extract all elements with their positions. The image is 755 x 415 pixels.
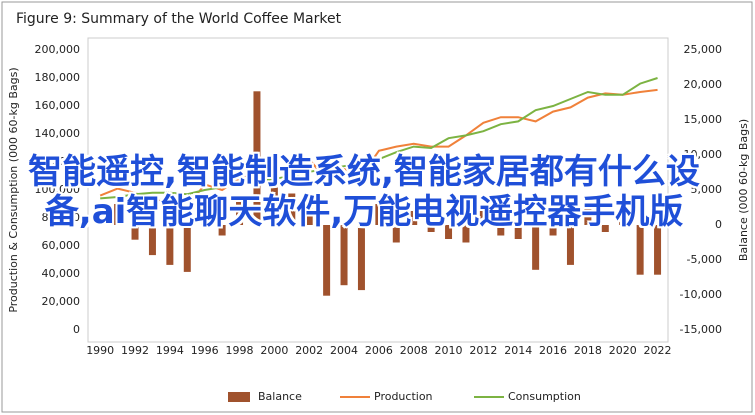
bar: [427, 225, 435, 232]
legend-swatch: [228, 392, 250, 402]
bar: [445, 225, 453, 239]
bar: [288, 193, 296, 225]
y2-tick-label: -10,000: [680, 288, 722, 301]
bar: [183, 225, 191, 272]
y-tick-label: 100,000: [35, 183, 81, 196]
x-tick-label: 1990: [86, 344, 114, 357]
y-tick-label: 180,000: [35, 71, 81, 84]
y2-tick-label: -5,000: [687, 253, 722, 266]
bar: [497, 225, 505, 236]
y2-axis-title: Balance (000 60-kg Bags): [737, 119, 750, 261]
plot-frame: [87, 37, 669, 343]
x-tick-label: 2010: [435, 344, 463, 357]
bar: [236, 200, 244, 225]
bar: [566, 225, 574, 265]
bar: [305, 207, 313, 225]
y2-tick-label: 20,000: [684, 78, 723, 91]
line: [99, 88, 658, 209]
bar: [654, 225, 662, 275]
bar: [549, 225, 557, 236]
bar: [636, 225, 644, 275]
bar: [131, 225, 139, 240]
y2-tick-label: 25,000: [684, 43, 723, 56]
y-tick-label: 60,000: [42, 239, 81, 252]
bar: [323, 225, 331, 296]
x-tick-label: 2006: [365, 344, 393, 357]
y-axis-title: Production & Consumption (000 60-kg Bags…: [7, 67, 20, 312]
overlay-text: 智能遥控,智能制造系统,智能家居都有什么设备,ai智能聊天软件,万能电视遥控器手…: [28, 152, 700, 232]
bar: [462, 225, 470, 243]
y-tick-label: 40,000: [42, 267, 81, 280]
y-tick-label: 140,000: [35, 127, 81, 140]
y-tick-label: 200,000: [35, 43, 81, 56]
x-tick-label: 2020: [609, 344, 637, 357]
bar: [218, 225, 226, 236]
x-tick-label: 2022: [644, 344, 672, 357]
x-tick-label: 1998: [226, 344, 254, 357]
bar: [270, 183, 278, 225]
y2-tick-label: 10,000: [684, 148, 723, 161]
legend-label: Production: [374, 390, 433, 403]
x-tick-label: 2018: [574, 344, 602, 357]
x-tick-label: 1994: [156, 344, 184, 357]
x-tick-label: 2014: [504, 344, 532, 357]
bar: [410, 211, 418, 225]
x-tick-label: 2000: [260, 344, 288, 357]
bar: [392, 225, 400, 243]
bar: [532, 225, 540, 270]
line: [100, 77, 658, 200]
bar: [166, 225, 174, 265]
bar: [619, 211, 627, 225]
y2-tick-label: 5,000: [691, 183, 723, 196]
bar: [514, 225, 522, 239]
legend-label: Balance: [258, 390, 302, 403]
y2-tick-label: -15,000: [680, 323, 722, 336]
legend-label: Consumption: [508, 390, 581, 403]
y-tick-label: 160,000: [35, 99, 81, 112]
bar: [340, 225, 348, 286]
bar: [201, 214, 209, 225]
y-tick-label: 0: [73, 323, 80, 336]
x-tick-label: 2002: [295, 344, 323, 357]
x-tick-label: 2016: [539, 344, 567, 357]
bar: [253, 91, 261, 225]
y2-tick-label: 15,000: [684, 113, 723, 126]
bar: [601, 225, 609, 232]
x-tick-label: 2008: [400, 344, 428, 357]
chart-title: Figure 9: Summary of the World Coffee Ma…: [16, 11, 342, 27]
x-tick-label: 2012: [469, 344, 497, 357]
y-tick-label: 20,000: [42, 295, 81, 308]
x-tick-label: 1992: [121, 344, 149, 357]
bar: [148, 225, 156, 256]
y-tick-label: 120,000: [35, 155, 81, 168]
x-tick-label: 1996: [191, 344, 219, 357]
x-tick-label: 2004: [330, 344, 358, 357]
bar: [96, 211, 104, 225]
bar: [357, 225, 365, 291]
bar: [479, 204, 487, 225]
y2-tick-label: 0: [715, 218, 722, 231]
bar: [375, 204, 383, 225]
y-tick-label: 80,000: [42, 211, 81, 224]
bar: [584, 207, 592, 225]
bar: [114, 204, 122, 225]
